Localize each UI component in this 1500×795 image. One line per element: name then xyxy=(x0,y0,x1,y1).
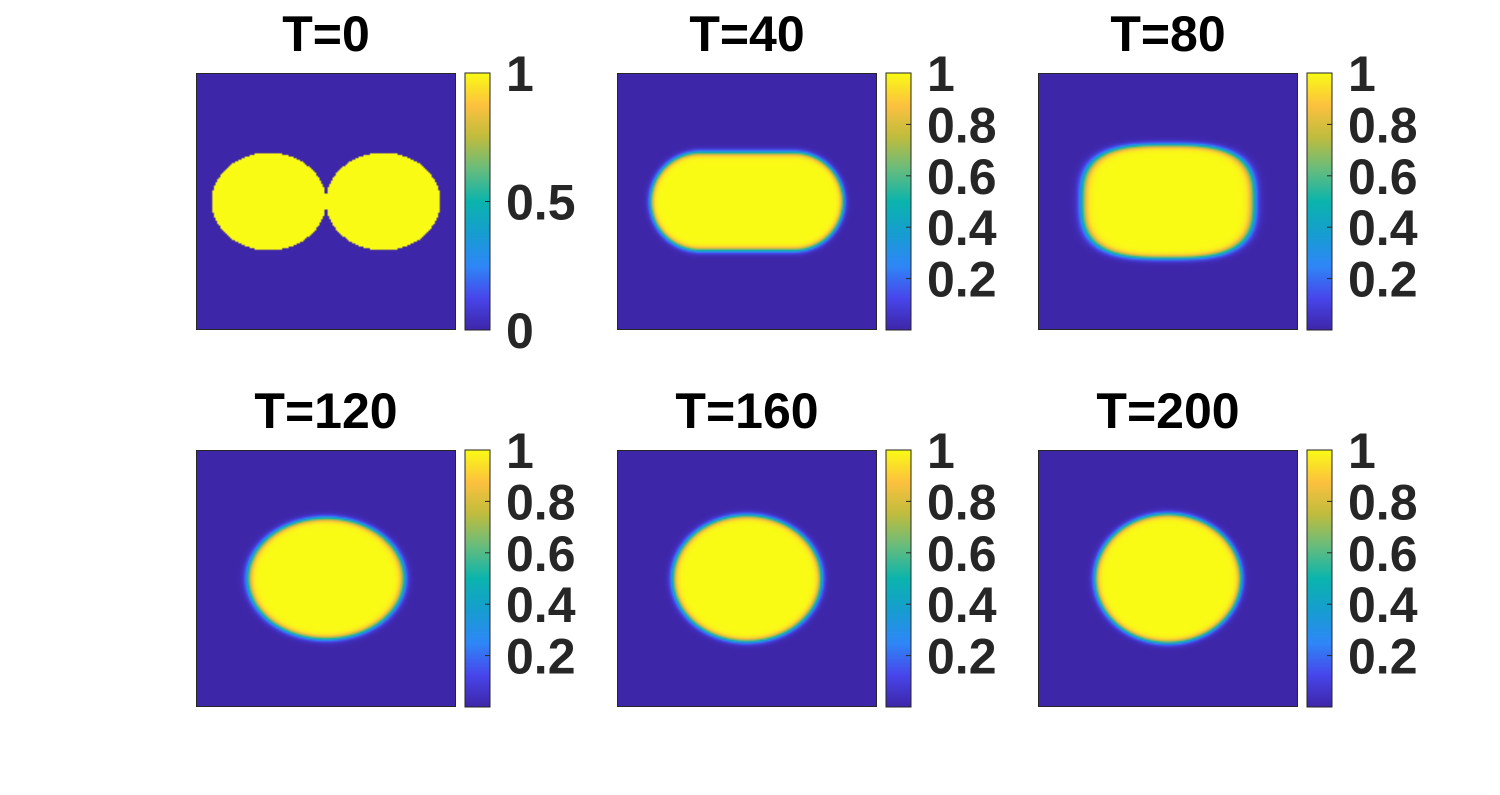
colorbar xyxy=(885,72,912,331)
colorbar-tick-label: 0.4 xyxy=(927,577,997,633)
panel-0: T=0 0 0.5 1 xyxy=(196,6,576,359)
panel-title: T=40 xyxy=(689,6,804,62)
axes-box xyxy=(196,450,456,707)
axes-box xyxy=(1038,73,1298,330)
panel-title: T=120 xyxy=(254,383,397,439)
colorbar-tick-label: 0.8 xyxy=(506,474,576,530)
heatmap-field xyxy=(1038,73,1298,330)
panel-5: T=200 0.20.40.60.81 xyxy=(1038,383,1418,708)
colorbar-tick-label: 0.4 xyxy=(927,200,997,256)
colorbar-tick-label: 1 xyxy=(506,423,534,479)
colorbar-tick-label: 1 xyxy=(927,46,955,102)
colorbar-tick-label: 1 xyxy=(1348,46,1376,102)
axes-box xyxy=(617,73,877,330)
colorbar-tick-label: 0.4 xyxy=(1348,577,1418,633)
colorbar-tick-label: 0.2 xyxy=(927,629,997,685)
colorbar-tick-label: 1 xyxy=(1348,423,1376,479)
panel-title: T=0 xyxy=(282,6,370,62)
colorbar xyxy=(1306,449,1333,708)
colorbar-tick-label: 0.4 xyxy=(506,577,576,633)
colorbar-tick-label: 0.8 xyxy=(927,474,997,530)
colorbar xyxy=(464,449,491,708)
panel-1: T=40 0.20.40.60.81 xyxy=(617,6,997,331)
colorbar-tick-label: 0.2 xyxy=(506,629,576,685)
colorbar-tick-label: 1 xyxy=(506,46,534,102)
panel-3: T=120 0.20.40.60.81 xyxy=(196,383,576,708)
panel-title: T=200 xyxy=(1096,383,1239,439)
colorbar xyxy=(885,449,912,708)
colorbar-tick-label: 0.5 xyxy=(506,175,576,231)
colorbar-tick-label: 0.6 xyxy=(1348,526,1418,582)
axes-box xyxy=(617,450,877,707)
colorbar-tick-label: 1 xyxy=(927,423,955,479)
panel-title: T=160 xyxy=(675,383,818,439)
colorbar-tick-label: 0.6 xyxy=(1348,149,1418,205)
colorbar-tick-label: 0.2 xyxy=(1348,252,1418,308)
colorbar-tick-label: 0 xyxy=(506,303,534,359)
heatmap-field xyxy=(196,450,456,707)
colorbar xyxy=(1306,72,1333,331)
colorbar-tick-label: 0.8 xyxy=(1348,474,1418,530)
heatmap-field xyxy=(617,450,877,707)
colorbar-tick-label: 0.6 xyxy=(506,526,576,582)
panel-2: T=80 0.20.40.60.81 xyxy=(1038,6,1418,331)
panel-title: T=80 xyxy=(1110,6,1225,62)
colorbar-tick-label: 0.8 xyxy=(927,97,997,153)
heatmap-field xyxy=(196,73,456,330)
colorbar-tick-label: 0.6 xyxy=(927,149,997,205)
colorbar-tick-label: 0.2 xyxy=(1348,629,1418,685)
colorbar-tick-label: 0.6 xyxy=(927,526,997,582)
panel-4: T=160 0.20.40.60.81 xyxy=(617,383,997,708)
colorbar-tick-label: 0.4 xyxy=(1348,200,1418,256)
colorbar-tick-label: 0.2 xyxy=(927,252,997,308)
axes-box xyxy=(196,73,456,330)
colorbar-tick-label: 0.8 xyxy=(1348,97,1418,153)
heatmap-field xyxy=(617,73,877,330)
axes-box xyxy=(1038,450,1298,707)
heatmap-field xyxy=(1038,450,1298,707)
